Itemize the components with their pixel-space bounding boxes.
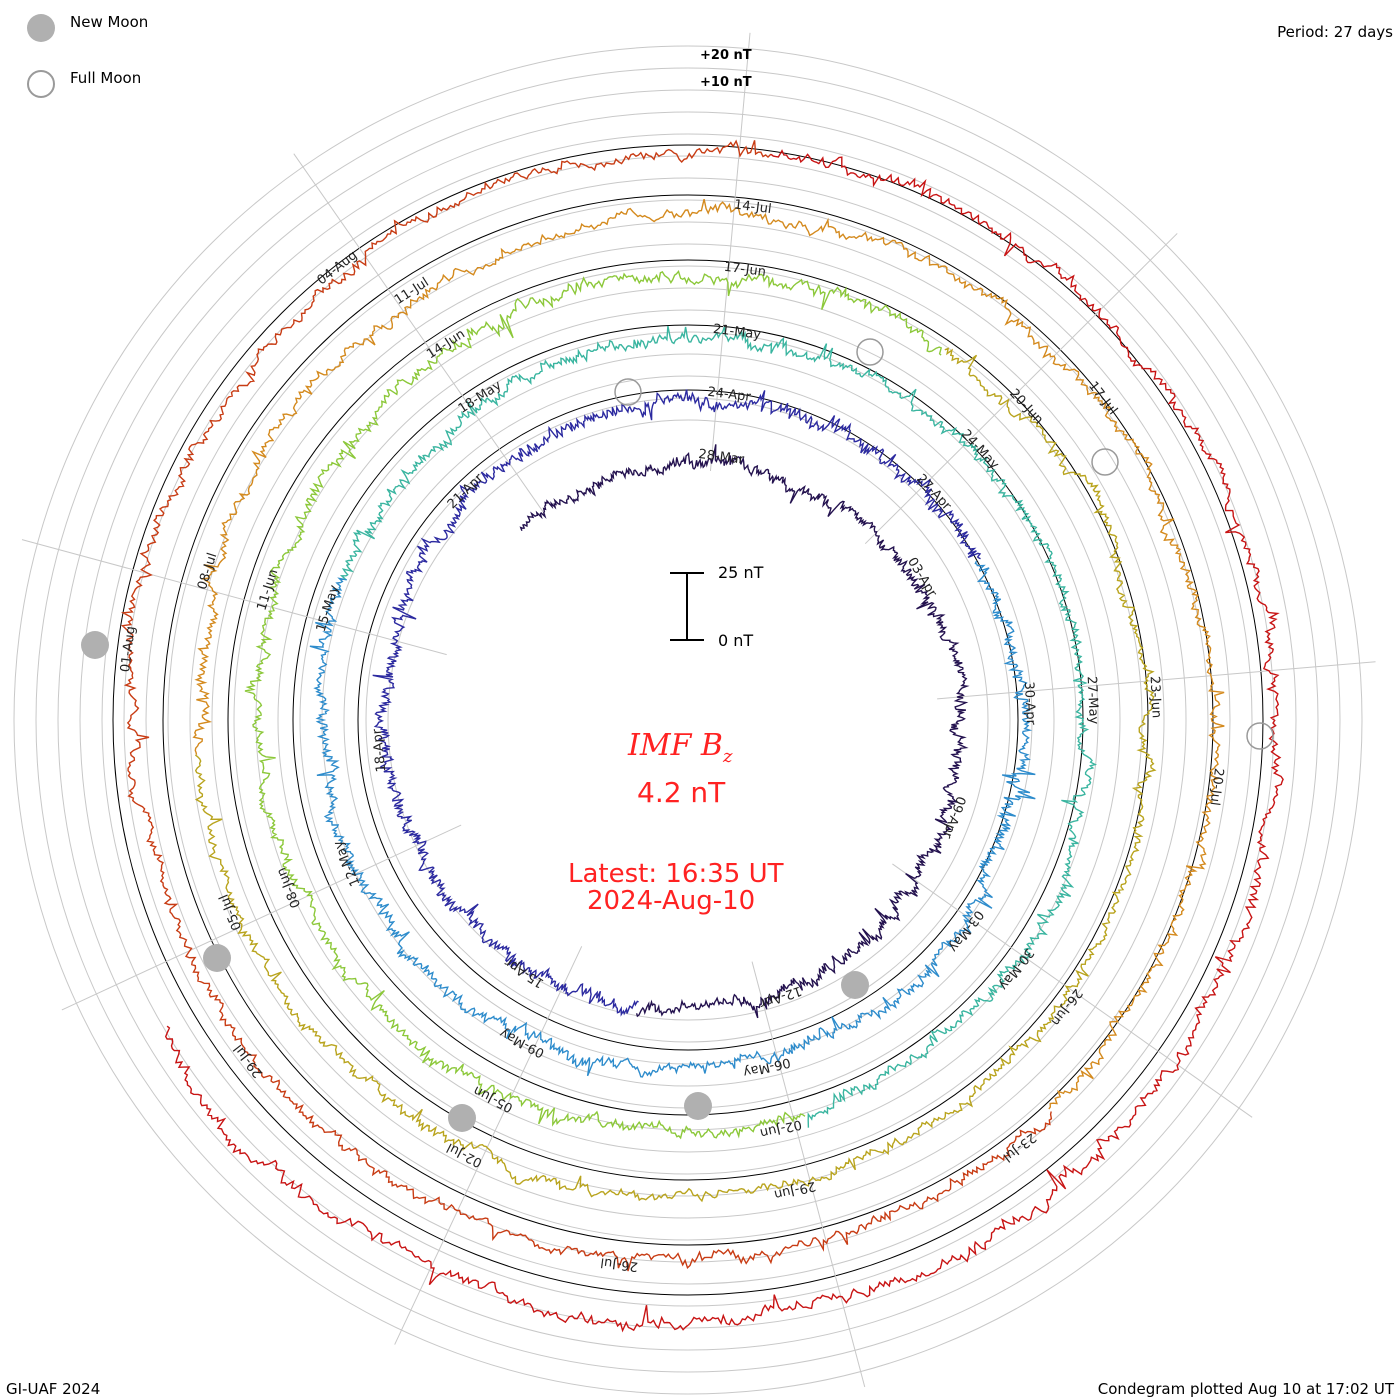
grid-ring [57,89,1319,1351]
grid-ring [255,287,1121,1153]
grid-rings [13,45,1363,1395]
full-moon-icon [27,70,55,98]
radial-spoke [61,824,462,1011]
date-label: 21-May [712,322,762,343]
date-label: 12-Apr [757,983,804,1011]
grid-ring [189,221,1187,1219]
series-trace [309,560,1036,1078]
date-label: 11-Jun [255,568,282,613]
radial-spoke [937,661,1376,700]
date-label: 21-Apr [445,471,487,512]
date-label: 23-Jun [1147,676,1164,719]
grid-ring [13,45,1363,1395]
zero-ring [227,259,1149,1181]
full-moon-marker [1246,722,1274,750]
radial-spoke [709,32,751,472]
scale-bar-top-label: 25 nT [718,563,764,582]
date-label: 17-Jun [723,260,767,280]
full-moon-marker [856,338,884,366]
scale-label-10: +10 nT [700,75,752,90]
zero-ring [112,144,1264,1296]
full-moon-label: Full Moon [70,69,142,87]
date-label: 18-Apr [370,728,389,773]
radial-spoke [892,863,1253,1118]
grid-ring [299,331,1077,1109]
scale-bar-top-tick [670,572,704,574]
date-label: 15-May [314,583,343,634]
new-moon-marker [841,971,869,999]
scale-label-20: +20 nT [700,48,752,63]
date-label: 03-May [945,907,986,955]
new-moon-marker [448,1104,476,1132]
date-label: 14-Jul [733,198,772,218]
grid-ring [79,111,1297,1329]
scale-bar [686,572,688,640]
date-label: 15-Apr [502,954,547,991]
series-trace [164,149,1284,1333]
radial-spoke [751,961,866,1388]
date-label: 28-Mar [698,447,746,468]
date-label: 30-Apr [1021,681,1038,726]
date-label: 27-May [1084,676,1101,725]
date-label: 24-May [958,427,1002,473]
moon-markers [81,338,1274,1132]
footer-right: Condegram plotted Aug 10 at 17:02 UT [1097,1380,1394,1398]
grid-ring [35,67,1341,1373]
scale-bar-bottom-label: 0 nT [718,631,754,650]
new-moon-marker [81,631,109,659]
date-label: 01-Aug [118,625,139,673]
date-label: 30-May [995,945,1036,993]
radial-spoke [864,233,1178,545]
center-title-sub: z [722,746,733,767]
date-label: 24-Apr [707,385,753,405]
date-label: 09-Apr [939,794,968,841]
grid-ring [211,243,1165,1197]
series-trace [192,199,1225,1110]
center-value: 4.2 nT [637,776,726,809]
date-label: 05-Jul [217,892,245,933]
radial-spoke [293,153,546,516]
grid-ring [145,177,1231,1263]
grid-ring [167,199,1209,1241]
date-label: 12-May [331,838,364,888]
new-moon-marker [203,944,231,972]
center-title-main: IMF B [628,728,723,763]
date-label: 23-Jul [1000,1129,1039,1164]
grid-ring [387,419,989,1021]
full-moon-marker [1091,448,1119,476]
date-label: 20-Jul [1206,767,1226,806]
radial-lines [21,32,1376,1388]
new-moon-label: New Moon [70,13,149,31]
series-trace [519,444,970,1019]
zero-ring [357,389,1019,1051]
scale-bar-bottom-tick [670,639,704,641]
date-label: 29-Jul [231,1041,266,1080]
series-traces [120,139,1284,1333]
radial-spoke [394,946,583,1345]
full-moon-marker [614,378,642,406]
date-label: 26-Jul [600,1254,639,1274]
grid-ring [233,265,1143,1175]
series-trace [194,347,1157,1203]
date-label: 17-Jul [1085,379,1120,418]
date-label: 08-Jul [195,551,220,591]
grid-ring [343,375,1033,1065]
new-moon-marker [684,1092,712,1120]
period-label: Period: 27 days [1277,23,1393,41]
new-moon-icon [27,14,55,42]
center-latest: Latest: 16:35 UT [568,859,784,889]
center-title: IMF Bz [628,728,732,767]
series-trace [339,325,1098,1128]
series-trace [120,139,1053,1272]
date-label: 27-Apr [913,471,954,514]
radial-spoke [21,539,447,656]
zero-ring [162,194,1214,1246]
center-date: 2024-Aug-10 [587,886,756,916]
series-trace [244,269,943,1140]
series-trace [372,389,982,1017]
footer-left: GI-UAF 2024 [6,1380,101,1398]
date-label: 20-Jun [1006,386,1046,427]
